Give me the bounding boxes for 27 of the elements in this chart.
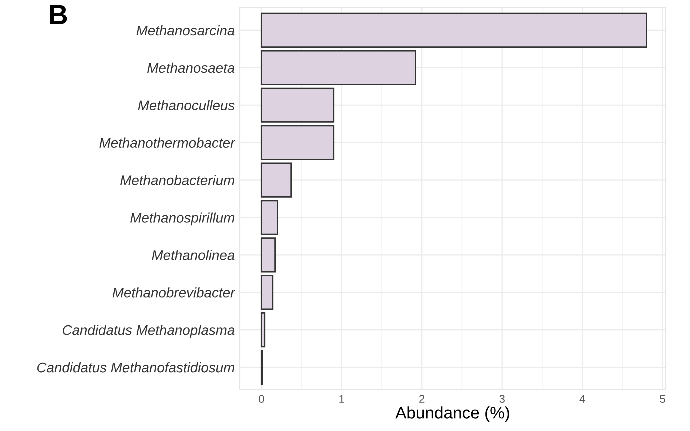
- x-tick-label: 3: [500, 395, 505, 404]
- x-tick-label: 5: [660, 395, 666, 404]
- bar: [260, 12, 648, 48]
- x-tick-label: 0: [259, 395, 264, 404]
- bar: [260, 275, 274, 310]
- bar: [260, 88, 335, 123]
- x-axis-title: Abundance (%): [396, 406, 510, 422]
- y-tick-label: Methanospirillum: [130, 212, 234, 226]
- x-tick-label: 1: [340, 395, 344, 403]
- y-tick-label: Methanobrevibacter: [112, 288, 236, 298]
- y-tick-label: Methanosarcina: [136, 25, 235, 36]
- text: B: [50, 5, 68, 24]
- bar: [260, 238, 276, 273]
- bar: [260, 200, 278, 236]
- bar: [260, 162, 292, 198]
- bar: [260, 50, 416, 86]
- y-tick-label: Candidatus Methanofastidiosum: [38, 362, 235, 373]
- y-tick-label: Methanosaeta: [148, 62, 235, 74]
- y-tick-label: Methanobacterium: [120, 175, 235, 186]
- y-tick-label: Methanoculleus: [138, 100, 235, 111]
- x-tick-label: 2: [420, 395, 425, 403]
- y-tick-label: Candidatus Methanoplasma: [62, 325, 235, 338]
- y-tick-label: Methanolinea: [152, 250, 235, 260]
- bar: [260, 312, 266, 348]
- bar: [260, 125, 335, 160]
- y-tick-label: Methanothermobacter: [100, 138, 236, 148]
- x-tick-label: 4: [580, 395, 586, 403]
